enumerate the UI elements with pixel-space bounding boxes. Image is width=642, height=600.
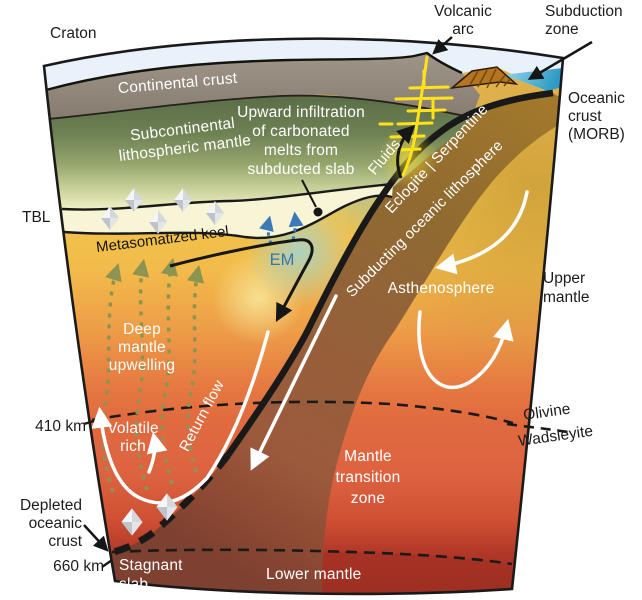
stagnant-slab-label: Stagnant slab xyxy=(119,557,183,593)
volatile-rich-label: Volatile rich xyxy=(107,420,159,455)
mantle-flow-arrows xyxy=(91,190,529,505)
svg-text:zone: zone xyxy=(545,21,579,38)
svg-text:Upward infiltration: Upward infiltration xyxy=(237,104,365,121)
slab-top-line xyxy=(225,89,554,457)
corner-flow-arrow xyxy=(434,190,529,275)
svg-text:mantle: mantle xyxy=(543,289,590,306)
subduction-zone-label: Subduction zone xyxy=(545,3,623,38)
volatile-rich-arrow xyxy=(146,431,168,474)
tbl-top-boundary-line xyxy=(61,182,394,211)
convection-cell-arrow xyxy=(417,310,514,389)
svg-text:zone: zone xyxy=(351,490,385,507)
upward-infiltration-label: Upward infiltration of carbonated melts … xyxy=(237,104,365,178)
svg-text:Stagnant: Stagnant xyxy=(119,557,183,574)
wedge-interior xyxy=(44,38,563,594)
tick-410 xyxy=(83,419,95,426)
asthenosphere-label: Asthenosphere xyxy=(388,280,495,297)
tbl-bottom-boundary-line xyxy=(63,194,393,240)
svg-text:transition: transition xyxy=(336,469,401,486)
svg-text:Mantle: Mantle xyxy=(344,448,392,465)
svg-text:Oceanic: Oceanic xyxy=(568,90,625,107)
subduction-zone-pointer-arrow xyxy=(527,40,593,80)
em-label: EM xyxy=(270,251,295,269)
melt-pocket-glow xyxy=(378,128,438,188)
accretionary-wedge xyxy=(449,66,519,90)
slab-descent-arrow xyxy=(250,294,338,471)
svg-text:rich: rich xyxy=(120,438,146,455)
svg-text:upwelling: upwelling xyxy=(109,357,175,374)
svg-text:Volatile: Volatile xyxy=(107,420,159,437)
deep-upwelling-arrows xyxy=(101,257,205,493)
svg-text:subducted slab: subducted slab xyxy=(247,161,354,178)
svg-text:crust: crust xyxy=(48,533,82,550)
volcanic-arc-label: Volcanic arc xyxy=(434,3,492,38)
wedge-hatch-lines xyxy=(469,68,512,89)
tick-660 xyxy=(101,559,113,568)
depleted-crust-pointer-arrow xyxy=(83,524,109,552)
deep-mantle-upwelling-label: Deep mantle upwelling xyxy=(109,321,175,374)
depth-660-label: 660 km xyxy=(53,558,104,575)
svg-text:(MORB): (MORB) xyxy=(568,126,625,143)
crust-base-line xyxy=(47,94,471,120)
keel-drag-arrow xyxy=(169,238,314,322)
lower-mantle-label: Lower mantle xyxy=(266,566,361,583)
lithospheric-mantle-layer xyxy=(48,95,472,210)
subducting-slab-band xyxy=(110,93,563,594)
depleted-oceanic-crust-label: Depleted oceanic crust xyxy=(20,497,83,550)
em-fluid-arrows xyxy=(259,211,304,245)
svg-text:mantle: mantle xyxy=(118,339,166,356)
olivine-wadsleyite-divider-dashes xyxy=(506,422,569,434)
infiltration-point-dot xyxy=(313,207,323,217)
fluids-ascent-arrow xyxy=(396,124,416,179)
volcanic-arc-pointer-arrow xyxy=(432,36,453,55)
wedge-outline xyxy=(42,37,565,596)
svg-text:Volcanic: Volcanic xyxy=(434,3,492,20)
svg-text:melts from: melts from xyxy=(264,142,338,159)
svg-text:slab: slab xyxy=(119,576,148,593)
svg-text:oceanic: oceanic xyxy=(29,515,83,532)
svg-text:Upper: Upper xyxy=(543,270,585,287)
infiltration-leader xyxy=(301,179,323,217)
mantle-transition-zone-label: Mantle transition zone xyxy=(336,448,401,507)
svg-text:arc: arc xyxy=(452,21,474,38)
tbl-label: TBL xyxy=(22,209,51,226)
svg-text:Subduction: Subduction xyxy=(545,3,623,20)
svg-text:crust: crust xyxy=(568,108,602,125)
upper-mantle-label: Upper mantle xyxy=(543,270,590,306)
craton-label: Craton xyxy=(50,25,97,42)
discontinuity-410-line xyxy=(91,400,514,425)
depth-410-label: 410 km xyxy=(35,418,86,435)
svg-text:Depleted: Depleted xyxy=(20,497,82,514)
svg-text:of carbonated: of carbonated xyxy=(252,123,349,140)
svg-text:Deep: Deep xyxy=(123,321,161,338)
olivine-label: Olivine xyxy=(522,401,571,424)
land-surface-line xyxy=(45,51,463,92)
return-flow-arrow xyxy=(91,330,270,505)
oceanic-crust-label: Oceanic crust (MORB) xyxy=(568,90,625,143)
